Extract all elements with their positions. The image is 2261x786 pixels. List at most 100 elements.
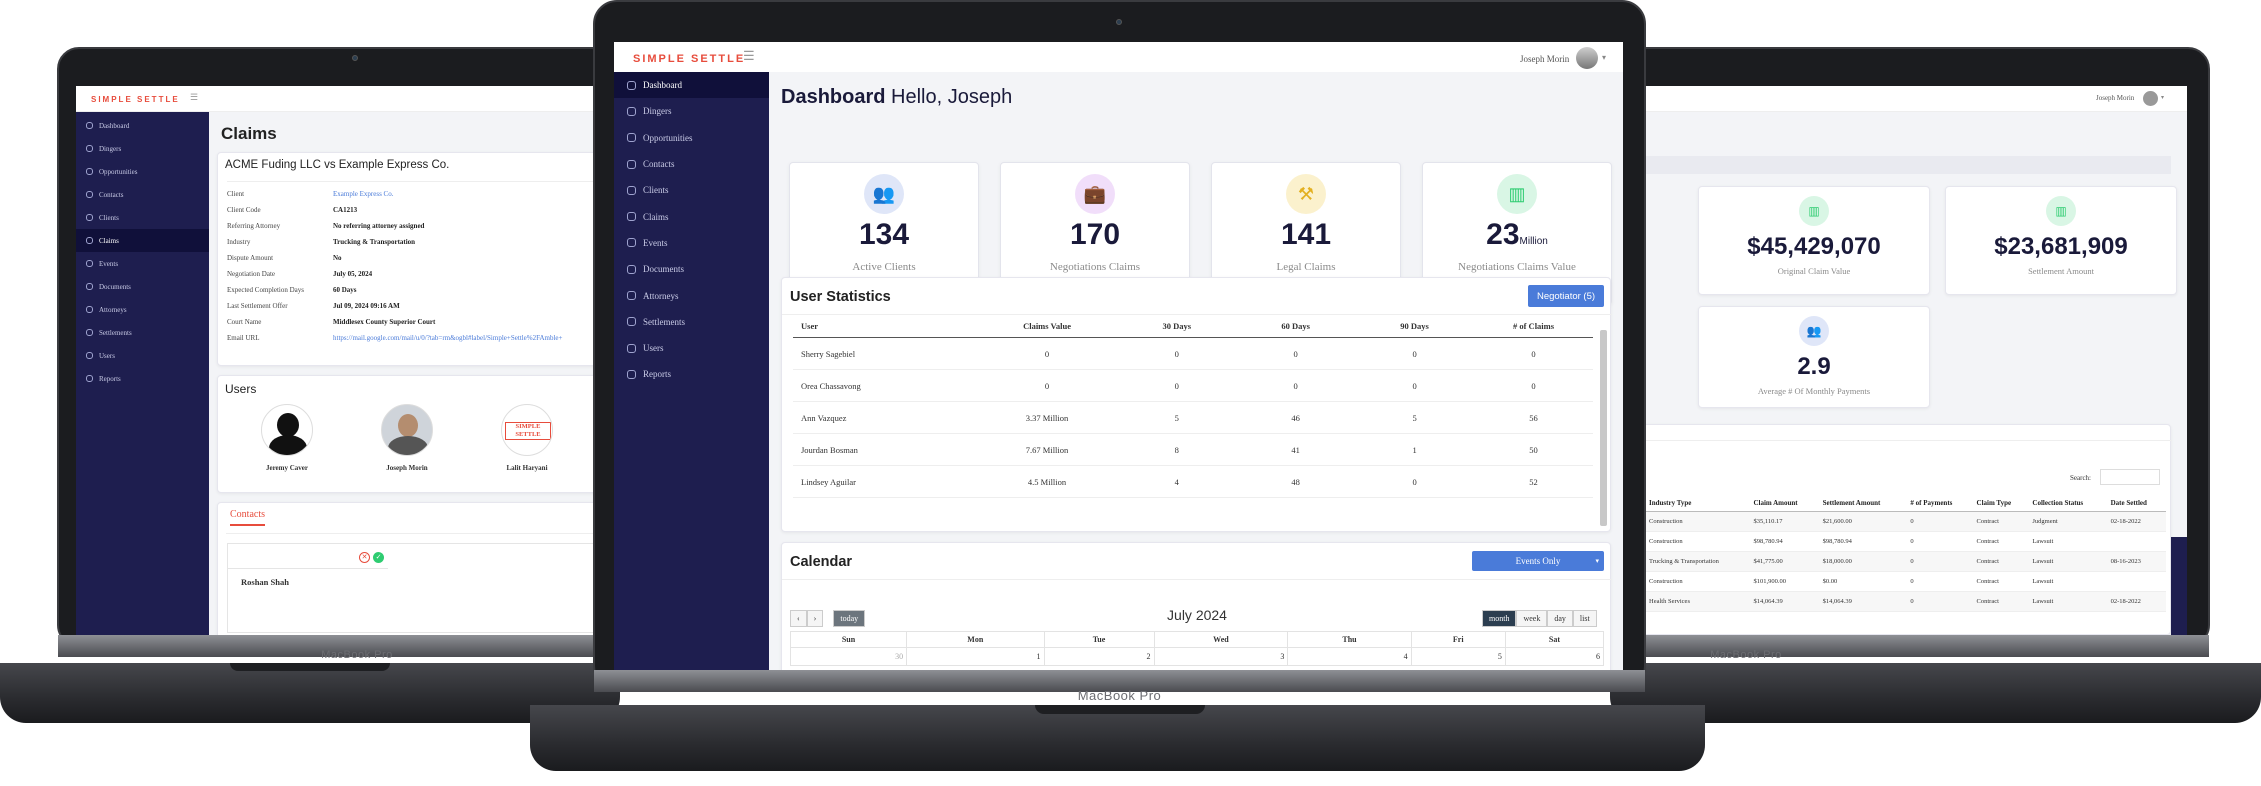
calendar-day-cell[interactable]: 6 — [1504, 647, 1605, 666]
events-filter-select[interactable]: Events Only ▾ — [1472, 551, 1604, 571]
sidebar-item-claims[interactable]: Claims — [614, 203, 769, 229]
stat-unit: Million — [1519, 236, 1548, 247]
sidebar-item-events[interactable]: Events — [76, 252, 209, 275]
column-header-industry-type[interactable]: Industry Type — [1646, 495, 1751, 512]
sidebar-item-dingers[interactable]: Dingers — [76, 137, 209, 160]
center-user-name[interactable]: Joseph Morin — [1520, 54, 1570, 64]
column-header-user[interactable]: User — [793, 315, 977, 338]
stat-cell: 0 — [1236, 337, 1356, 370]
sidebar-item-claims[interactable]: Claims — [76, 229, 209, 252]
user-tile[interactable]: Joseph Morin — [352, 404, 462, 472]
column-header-collection-status[interactable]: Collection Status — [2029, 495, 2108, 512]
sidebar-item-attorneys[interactable]: Attorneys — [614, 282, 769, 308]
user-name-cell: Sherry Sagebiel — [793, 337, 977, 370]
column-header-of-claims[interactable]: # of Claims — [1474, 315, 1593, 338]
right-user-name[interactable]: Joseph Morin — [2096, 94, 2135, 102]
calendar-view-month-button[interactable]: month — [1482, 610, 1517, 627]
sidebar-item-reports[interactable]: Reports — [614, 361, 769, 387]
user-tile[interactable]: Jeremy Caver — [232, 404, 342, 472]
sidebar-item-clients[interactable]: Clients — [76, 206, 209, 229]
sidebar-item-label: Settlements — [643, 316, 685, 327]
table-cell: $41,775.00 — [1750, 551, 1820, 572]
calendar-day-cell[interactable]: 3 — [1153, 647, 1289, 666]
contact-approve-icon[interactable]: ✓ — [373, 552, 384, 563]
calendar-day-cell[interactable]: 1 — [906, 647, 1045, 666]
column-header-30-days[interactable]: 30 Days — [1117, 315, 1237, 338]
calendar-prev-button[interactable]: ‹ — [790, 610, 807, 627]
stat-cell: 5 — [1355, 401, 1475, 434]
sidebar-item-opportunities[interactable]: Opportunities — [76, 160, 209, 183]
negotiator-filter-button[interactable]: Negotiator (5) — [1528, 285, 1604, 307]
sidebar-item-contacts[interactable]: Contacts — [76, 183, 209, 206]
sidebar-item-label: Attorneys — [99, 305, 127, 314]
events-filter-chevron-icon: ▾ — [1595, 557, 1599, 565]
column-header-of-payments[interactable]: # of Payments — [1907, 495, 1974, 512]
column-header-90-days[interactable]: 90 Days — [1355, 315, 1475, 338]
sidebar-item-clients[interactable]: Clients — [614, 177, 769, 203]
sidebar-item-settlements[interactable]: Settlements — [614, 309, 769, 335]
calendar-today-button[interactable]: today — [833, 610, 866, 627]
column-header-claim-type[interactable]: Claim Type — [1973, 495, 2030, 512]
sidebar-item-contacts[interactable]: Contacts — [614, 151, 769, 177]
sidebar-item-users[interactable]: Users — [614, 335, 769, 361]
stat-cell: 0 — [1355, 337, 1475, 370]
center-user-chevron-icon[interactable]: ▾ — [1602, 53, 1607, 62]
calendar-view-list-button[interactable]: list — [1572, 610, 1597, 627]
column-header-settlement-amount[interactable]: Settlement Amount — [1819, 495, 1908, 512]
center-logo[interactable]: SIMPLE SETTLE — [633, 53, 746, 65]
left-device-label: MacBook Pro — [321, 649, 393, 661]
sidebar-item-attorneys[interactable]: Attorneys — [76, 298, 209, 321]
column-header-60-days[interactable]: 60 Days — [1236, 315, 1356, 338]
user-name: Lalit Haryani — [506, 464, 548, 472]
right-user-chevron-icon[interactable]: ▾ — [2161, 95, 2165, 101]
sidebar-item-opportunities[interactable]: Opportunities — [614, 125, 769, 151]
sidebar-item-label: Opportunities — [99, 167, 138, 176]
user-name-cell: Jourdan Bosman — [793, 433, 977, 466]
calendar-next-button[interactable]: › — [806, 610, 824, 627]
column-header-claim-amount[interactable]: Claim Amount — [1750, 495, 1820, 512]
calendar-view-day-button[interactable]: day — [1547, 610, 1573, 627]
dashboard-greeting: Hello, Joseph — [891, 86, 1013, 108]
sidebar-item-documents[interactable]: Documents — [76, 275, 209, 298]
detail-value[interactable]: Example Express Co. — [333, 190, 394, 198]
column-header-date-settled[interactable]: Date Settled — [2107, 495, 2166, 512]
calendar-view-week-button[interactable]: week — [1516, 610, 1548, 627]
user-statistics-table: User Claims Value 30 Days 60 Days 90 Days # o… — [793, 315, 1593, 498]
user-statistics-scrollbar[interactable] — [1600, 330, 1607, 526]
sidebar-item-documents[interactable]: Documents — [614, 256, 769, 282]
detail-value: 60 Days — [333, 286, 357, 294]
calendar-day-cell[interactable]: 5 — [1410, 647, 1506, 666]
sidebar-item-dashboard[interactable]: Dashboard — [614, 72, 769, 99]
right-search-input[interactable] — [2100, 469, 2160, 485]
settlement-amount-label: Settlement Amount — [2028, 266, 2094, 276]
detail-value[interactable]: https://mail.google.com/mail/u/0/?tab=rm… — [333, 334, 563, 342]
stat-cell: 1 — [1355, 433, 1475, 466]
calendar-day-header: Mon — [906, 631, 1045, 648]
right-user-avatar[interactable] — [2143, 91, 2158, 106]
calendar-day-cell[interactable]: 30 — [789, 647, 908, 666]
calendar-day-cell[interactable]: 4 — [1287, 647, 1412, 666]
user-tile[interactable]: SIMPLE SETTLE Lalit Haryani — [472, 404, 582, 472]
contacts-tab[interactable]: Contacts — [230, 509, 265, 526]
left-logo[interactable]: SIMPLE SETTLE — [91, 95, 180, 104]
sidebar-item-events[interactable]: Events — [614, 230, 769, 256]
calendar-day-header: Tue — [1043, 631, 1155, 648]
sidebar-item-dingers[interactable]: Dingers — [614, 98, 769, 124]
sidebar-item-reports[interactable]: Reports — [76, 367, 209, 390]
user-name: Joseph Morin — [386, 464, 428, 472]
column-header-claims-value[interactable]: Claims Value — [976, 315, 1118, 338]
table-row: Sherry Sagebiel 0 0 0 0 0 — [793, 337, 1593, 370]
sidebar-item-dashboard[interactable]: Dashboard — [76, 114, 209, 137]
stat-cell: 0 — [976, 337, 1118, 370]
center-menu-toggle-icon[interactable]: ☰ — [743, 48, 755, 63]
center-user-avatar[interactable] — [1576, 47, 1598, 69]
original-claim-card: ▥ $45,429,070 Original Claim Value — [1698, 186, 1930, 295]
contact-delete-icon[interactable]: ✕ — [359, 552, 370, 563]
stat-cell: 4.5 Million — [976, 465, 1118, 498]
sidebar-item-users[interactable]: Users — [76, 344, 209, 367]
sidebar-item-label: Documents — [99, 282, 131, 291]
calendar-day-cell[interactable]: 2 — [1043, 647, 1155, 666]
sidebar-item-settlements[interactable]: Settlements — [76, 321, 209, 344]
detail-label: Industry — [227, 238, 251, 246]
left-menu-toggle-icon[interactable]: ☰ — [190, 92, 199, 102]
